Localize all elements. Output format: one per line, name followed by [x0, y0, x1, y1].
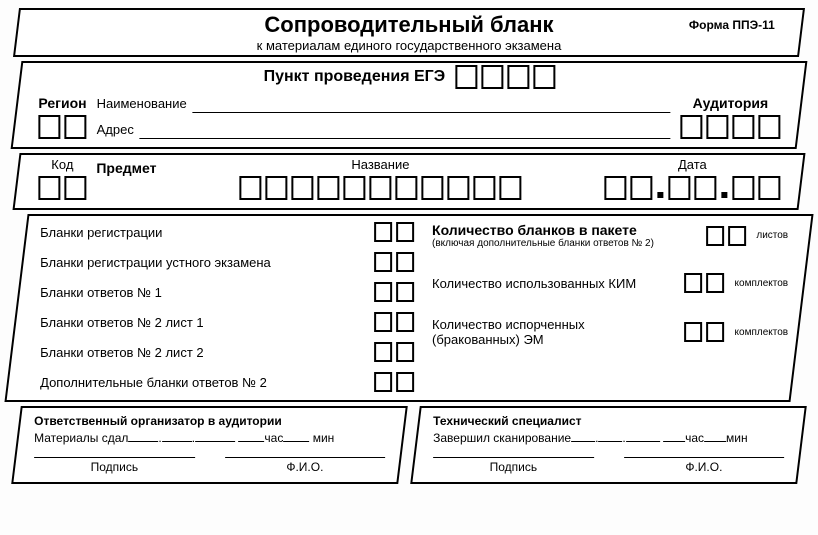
subject-panel: Код Предмет Название Дата [13, 153, 806, 210]
region-boxes[interactable] [38, 115, 86, 139]
doc-title: Сопроводительный бланк [34, 12, 784, 38]
sig-hour-blank[interactable] [663, 428, 685, 442]
sig-left-sign: Подпись [34, 457, 195, 474]
subject-label: Предмет [96, 160, 156, 176]
count-row: Бланки регистрации устного экзамена [40, 252, 414, 272]
count-label: Бланки ответов № 2 лист 2 [40, 345, 364, 360]
location-panel: Пункт проведения ЕГЭ Регион Наименование… [11, 61, 808, 149]
location-heading: Пункт проведения ЕГЭ [264, 68, 446, 86]
sig-date-blank[interactable] [626, 428, 660, 442]
sig-hour-blank[interactable] [238, 428, 264, 442]
date-dot [657, 192, 663, 198]
total-title: Количество бланков в пакете [432, 222, 696, 238]
sig-date-blank[interactable] [195, 428, 235, 442]
kim-label: Количество использованных КИМ [432, 276, 675, 291]
counts-left-column: Бланки регистрации Бланки регистрации ус… [40, 222, 414, 392]
subject-name-boxes[interactable] [239, 176, 521, 200]
count-row: Бланки регистрации [40, 222, 414, 242]
name-input[interactable] [193, 95, 671, 113]
sig-left-line: Материалы сдал.. час мин [34, 428, 385, 445]
date-dot [721, 192, 727, 198]
auditorium-label: Аудитория [693, 95, 769, 111]
broken-label-1: Количество испорченных [432, 317, 675, 332]
subject-name-label: Название [351, 157, 409, 172]
auditorium-group: Аудитория [680, 95, 780, 139]
signature-organizer-panel: Ответственный организатор в аудитории Ма… [11, 406, 408, 484]
sig-right-action: Завершил сканирование [433, 431, 571, 445]
count-label: Бланки регистрации устного экзамена [40, 255, 364, 270]
sig-hrs: час [264, 431, 283, 445]
count-boxes[interactable] [374, 222, 414, 242]
count-kim-row: Количество использованных КИМ комплектов [432, 273, 788, 293]
count-broken-row: Количество испорченных (бракованных) ЭМ … [432, 317, 788, 347]
counts-right-column: Количество бланков в пакете (включая доп… [432, 222, 788, 392]
count-row: Бланки ответов № 2 лист 2 [40, 342, 414, 362]
sig-date-blank[interactable] [162, 428, 192, 442]
sig-date-blank[interactable] [571, 428, 595, 442]
sig-left-fio: Ф.И.О. [225, 457, 385, 474]
sig-date-blank[interactable] [598, 428, 622, 442]
signature-tech-panel: Технический специалист Завершил сканиров… [410, 406, 807, 484]
region-label: Регион [38, 95, 86, 111]
count-boxes[interactable] [374, 372, 414, 392]
sig-min: мин [726, 431, 748, 445]
sig-left-action: Материалы сдал [34, 431, 128, 445]
count-label: Бланки ответов № 1 [40, 285, 364, 300]
unit-sets-2: комплектов [735, 327, 789, 338]
count-total-row: Количество бланков в пакете (включая доп… [432, 222, 788, 249]
count-row: Бланки ответов № 2 лист 1 [40, 312, 414, 332]
address-label: Адрес [97, 122, 134, 137]
counts-panel: Бланки регистрации Бланки регистрации ус… [4, 214, 813, 402]
code-label: Код [51, 157, 73, 172]
form-code: Форма ППЭ-11 [689, 18, 775, 32]
sig-min: мин [313, 431, 335, 445]
sig-left-title: Ответственный организатор в аудитории [34, 414, 385, 428]
count-boxes[interactable] [374, 282, 414, 302]
signatures-row: Ответственный организатор в аудитории Ма… [16, 406, 802, 484]
count-row: Дополнительные бланки ответов № 2 [40, 372, 414, 392]
sig-date-blank[interactable] [128, 428, 158, 442]
sig-right-line: Завершил сканирование.. часмин [433, 428, 784, 445]
unit-sheets: листов [756, 230, 788, 241]
date-label: Дата [678, 157, 707, 172]
region-group: Регион [38, 95, 86, 139]
sig-hrs: час [685, 431, 704, 445]
count-boxes[interactable] [374, 312, 414, 332]
count-boxes[interactable] [374, 342, 414, 362]
count-boxes[interactable] [374, 252, 414, 272]
name-label: Наименование [97, 96, 187, 111]
broken-label-2: (бракованных) ЭМ [432, 332, 675, 347]
kim-boxes[interactable] [685, 273, 725, 293]
count-label: Бланки ответов № 2 лист 1 [40, 315, 364, 330]
broken-boxes[interactable] [685, 322, 725, 342]
address-input[interactable] [140, 121, 671, 139]
subject-code-boxes[interactable] [38, 176, 86, 200]
sig-right-sign: Подпись [433, 457, 594, 474]
sig-min-blank[interactable] [283, 428, 309, 442]
total-boxes[interactable] [706, 226, 746, 246]
sig-min-blank[interactable] [704, 428, 726, 442]
count-row: Бланки ответов № 1 [40, 282, 414, 302]
doc-subtitle: к материалам единого государственного эк… [34, 38, 784, 53]
sig-right-fio: Ф.И.О. [624, 457, 785, 474]
ppe-code-boxes[interactable] [455, 65, 555, 89]
total-subtitle: (включая дополнительные бланки ответов №… [432, 238, 696, 249]
sig-right-title: Технический специалист [433, 414, 784, 428]
header-panel: Сопроводительный бланк к материалам един… [13, 8, 805, 57]
date-boxes[interactable] [604, 176, 780, 200]
unit-sets-1: комплектов [735, 278, 789, 289]
count-label: Бланки регистрации [40, 225, 364, 240]
auditorium-boxes[interactable] [680, 115, 780, 139]
count-label: Дополнительные бланки ответов № 2 [40, 375, 364, 390]
